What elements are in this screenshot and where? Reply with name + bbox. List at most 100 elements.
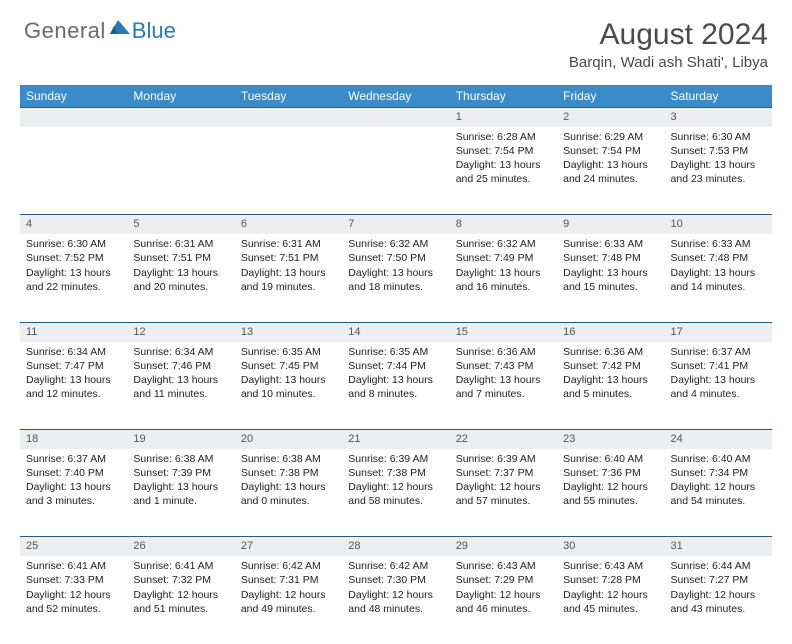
daylight-text: Daylight: 13 hours and 4 minutes. — [671, 373, 766, 401]
sunset-text: Sunset: 7:41 PM — [671, 359, 766, 373]
content-row: Sunrise: 6:41 AMSunset: 7:33 PMDaylight:… — [20, 556, 772, 644]
sunset-text: Sunset: 7:39 PM — [133, 466, 228, 480]
weekday-header: Friday — [557, 85, 664, 108]
day-cell: Sunrise: 6:29 AMSunset: 7:54 PMDaylight:… — [557, 127, 664, 215]
brand-part2: Blue — [132, 18, 176, 44]
sunrise-text: Sunrise: 6:39 AM — [456, 452, 551, 466]
day-number: 12 — [127, 322, 234, 341]
day-number: 13 — [235, 322, 342, 341]
sunrise-text: Sunrise: 6:30 AM — [26, 237, 121, 251]
sunrise-text: Sunrise: 6:40 AM — [671, 452, 766, 466]
sunset-text: Sunset: 7:36 PM — [563, 466, 658, 480]
sunset-text: Sunset: 7:54 PM — [456, 144, 551, 158]
day-number: 20 — [235, 430, 342, 449]
sunrise-text: Sunrise: 6:32 AM — [456, 237, 551, 251]
sunrise-text: Sunrise: 6:31 AM — [133, 237, 228, 251]
daylight-text: Daylight: 13 hours and 12 minutes. — [26, 373, 121, 401]
sunrise-text: Sunrise: 6:41 AM — [26, 559, 121, 573]
brand-logo: General Blue — [24, 18, 176, 44]
sunset-text: Sunset: 7:47 PM — [26, 359, 121, 373]
weekday-header: Sunday — [20, 85, 127, 108]
day-number: 16 — [557, 322, 664, 341]
day-number: 15 — [450, 322, 557, 341]
day-cell: Sunrise: 6:37 AMSunset: 7:41 PMDaylight:… — [665, 342, 772, 430]
sunrise-text: Sunrise: 6:34 AM — [26, 345, 121, 359]
sunrise-text: Sunrise: 6:37 AM — [26, 452, 121, 466]
day-number: 9 — [557, 215, 664, 234]
day-number: 21 — [342, 430, 449, 449]
daylight-text: Daylight: 13 hours and 18 minutes. — [348, 266, 443, 294]
title-block: August 2024 Barqin, Wadi ash Shati', Lib… — [569, 18, 768, 71]
sunrise-text: Sunrise: 6:43 AM — [563, 559, 658, 573]
day-cell: Sunrise: 6:36 AMSunset: 7:42 PMDaylight:… — [557, 342, 664, 430]
sunrise-text: Sunrise: 6:42 AM — [348, 559, 443, 573]
day-number: 8 — [450, 215, 557, 234]
day-number: 11 — [20, 322, 127, 341]
sunset-text: Sunset: 7:42 PM — [563, 359, 658, 373]
content-row: Sunrise: 6:34 AMSunset: 7:47 PMDaylight:… — [20, 342, 772, 430]
sunrise-text: Sunrise: 6:34 AM — [133, 345, 228, 359]
day-number: 10 — [665, 215, 772, 234]
day-cell: Sunrise: 6:35 AMSunset: 7:44 PMDaylight:… — [342, 342, 449, 430]
day-number: 18 — [20, 430, 127, 449]
day-number: 1 — [450, 108, 557, 127]
sunset-text: Sunset: 7:48 PM — [563, 251, 658, 265]
daynum-row: 25262728293031 — [20, 537, 772, 556]
day-cell: Sunrise: 6:42 AMSunset: 7:30 PMDaylight:… — [342, 556, 449, 644]
day-number — [20, 108, 127, 127]
sunset-text: Sunset: 7:38 PM — [348, 466, 443, 480]
weekday-header: Tuesday — [235, 85, 342, 108]
daylight-text: Daylight: 13 hours and 25 minutes. — [456, 158, 551, 186]
daylight-text: Daylight: 13 hours and 1 minute. — [133, 480, 228, 508]
sunrise-text: Sunrise: 6:37 AM — [671, 345, 766, 359]
day-cell: Sunrise: 6:35 AMSunset: 7:45 PMDaylight:… — [235, 342, 342, 430]
daynum-row: 18192021222324 — [20, 430, 772, 449]
sunset-text: Sunset: 7:53 PM — [671, 144, 766, 158]
day-cell: Sunrise: 6:31 AMSunset: 7:51 PMDaylight:… — [127, 234, 234, 322]
day-cell: Sunrise: 6:43 AMSunset: 7:28 PMDaylight:… — [557, 556, 664, 644]
sunset-text: Sunset: 7:49 PM — [456, 251, 551, 265]
location-text: Barqin, Wadi ash Shati', Libya — [569, 54, 768, 71]
day-number: 14 — [342, 322, 449, 341]
sunrise-text: Sunrise: 6:40 AM — [563, 452, 658, 466]
day-cell: Sunrise: 6:33 AMSunset: 7:48 PMDaylight:… — [665, 234, 772, 322]
daylight-text: Daylight: 13 hours and 0 minutes. — [241, 480, 336, 508]
sunset-text: Sunset: 7:38 PM — [241, 466, 336, 480]
page-title: August 2024 — [569, 18, 768, 52]
day-cell: Sunrise: 6:39 AMSunset: 7:38 PMDaylight:… — [342, 449, 449, 537]
day-number: 24 — [665, 430, 772, 449]
sunset-text: Sunset: 7:48 PM — [671, 251, 766, 265]
content-row: Sunrise: 6:28 AMSunset: 7:54 PMDaylight:… — [20, 127, 772, 215]
day-cell: Sunrise: 6:42 AMSunset: 7:31 PMDaylight:… — [235, 556, 342, 644]
day-number: 27 — [235, 537, 342, 556]
sunrise-text: Sunrise: 6:33 AM — [671, 237, 766, 251]
sunrise-text: Sunrise: 6:38 AM — [241, 452, 336, 466]
calendar-body: 123Sunrise: 6:28 AMSunset: 7:54 PMDaylig… — [20, 108, 772, 644]
daylight-text: Daylight: 12 hours and 55 minutes. — [563, 480, 658, 508]
day-cell: Sunrise: 6:30 AMSunset: 7:52 PMDaylight:… — [20, 234, 127, 322]
daylight-text: Daylight: 13 hours and 20 minutes. — [133, 266, 228, 294]
day-cell: Sunrise: 6:30 AMSunset: 7:53 PMDaylight:… — [665, 127, 772, 215]
sunrise-text: Sunrise: 6:28 AM — [456, 130, 551, 144]
daylight-text: Daylight: 13 hours and 5 minutes. — [563, 373, 658, 401]
day-cell: Sunrise: 6:38 AMSunset: 7:38 PMDaylight:… — [235, 449, 342, 537]
daylight-text: Daylight: 13 hours and 19 minutes. — [241, 266, 336, 294]
day-number: 29 — [450, 537, 557, 556]
day-cell — [235, 127, 342, 215]
sunrise-text: Sunrise: 6:44 AM — [671, 559, 766, 573]
weekday-header: Monday — [127, 85, 234, 108]
sunrise-text: Sunrise: 6:33 AM — [563, 237, 658, 251]
sunset-text: Sunset: 7:27 PM — [671, 573, 766, 587]
daynum-row: 123 — [20, 108, 772, 127]
sunset-text: Sunset: 7:44 PM — [348, 359, 443, 373]
daynum-row: 11121314151617 — [20, 322, 772, 341]
day-cell: Sunrise: 6:38 AMSunset: 7:39 PMDaylight:… — [127, 449, 234, 537]
sunset-text: Sunset: 7:51 PM — [241, 251, 336, 265]
day-number: 19 — [127, 430, 234, 449]
day-number: 28 — [342, 537, 449, 556]
daylight-text: Daylight: 13 hours and 23 minutes. — [671, 158, 766, 186]
flag-icon — [110, 20, 130, 43]
sunset-text: Sunset: 7:34 PM — [671, 466, 766, 480]
sunrise-text: Sunrise: 6:42 AM — [241, 559, 336, 573]
day-number — [235, 108, 342, 127]
